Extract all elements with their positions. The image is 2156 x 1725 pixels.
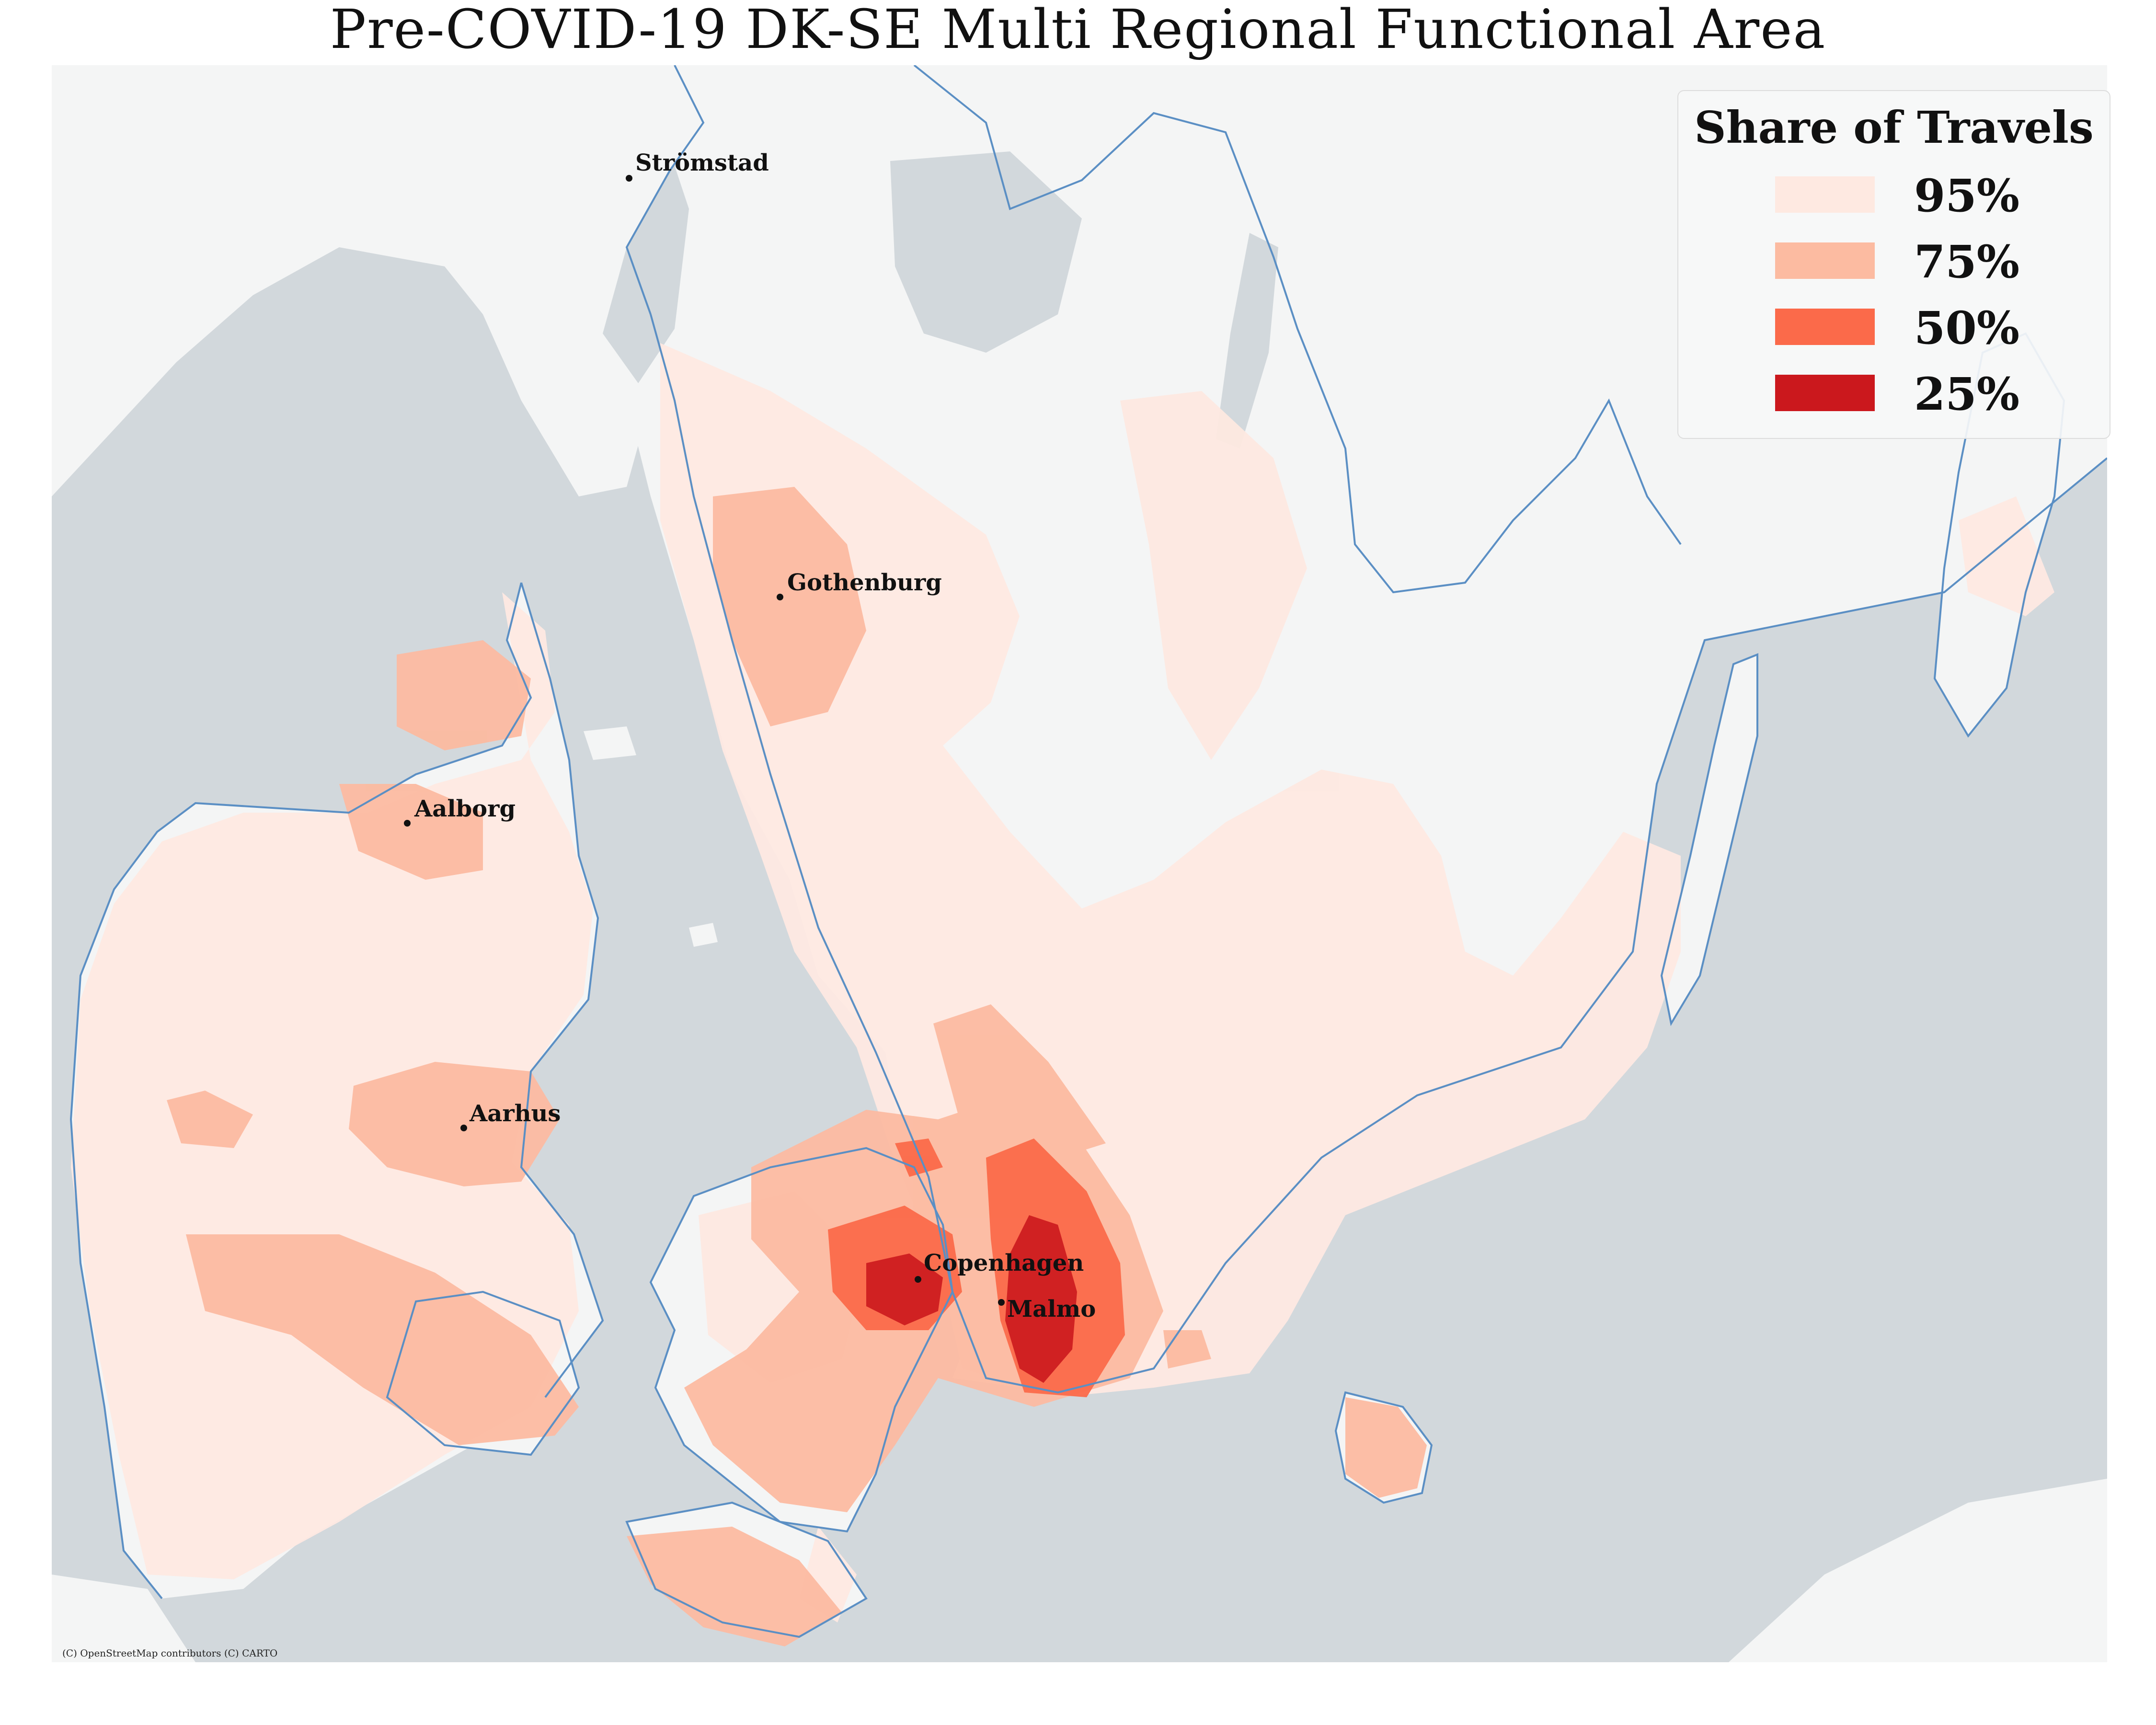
border-bornholm [1334,1391,1433,1504]
border-coast-jutland-east [520,582,604,1398]
city-marker [915,1276,921,1283]
legend: Share of Travels 95% 75% 50% 25% [1677,90,2110,439]
land-oland [1662,655,1757,1024]
lake-vattern [1216,233,1278,448]
legend-item-75: 75% [1775,236,2072,288]
city-aarhus[interactable]: Aarhus [460,1100,561,1131]
map-svg[interactable]: Strömstad Gothenburg Aalborg Aarhus Cope… [52,65,2107,1662]
border-coast-jutland [69,582,532,1599]
city-label-aarhus: Aarhus [469,1100,561,1127]
border-oland [1660,653,1758,1026]
city-aalborg[interactable]: Aalborg [404,795,516,827]
cities-layer: Strömstad Gothenburg Aalborg Aarhus Cope… [404,150,1096,1322]
city-stromstad[interactable]: Strömstad [626,150,769,182]
lakes-layer [890,151,1278,448]
legend-label: 75% [1914,236,2020,288]
legend-item-50: 50% [1775,302,2072,355]
city-label-copenhagen: Copenhagen [924,1250,1084,1276]
lake-vanern [890,151,1082,353]
map-attribution: (C) OpenStreetMap contributors (C) CARTO [62,1647,278,1659]
border-inland [913,65,1682,594]
city-malmo[interactable]: Malmo [998,1296,1096,1322]
city-gothenburg[interactable]: Gothenburg [777,569,942,600]
land-norway [52,65,703,496]
border-coast-sweden [650,314,2107,1394]
land-germany [1729,1479,2107,1662]
city-label-malmo: Malmo [1007,1296,1096,1322]
legend-label: 95% [1914,170,2020,222]
city-marker [626,175,632,182]
city-marker [777,594,783,600]
zone-25 [866,1215,1077,1383]
legend-item-95: 95% [1775,170,2072,222]
legend-swatch [1775,242,1875,279]
city-marker [460,1125,467,1131]
city-label-stromstad: Strömstad [635,150,769,176]
legend-title: Share of Travels [1694,102,2094,153]
legend-item-25: 25% [1775,368,2072,421]
border-no-se [625,65,705,315]
map-title: Pre-COVID-19 DK-SE Multi Regional Functi… [330,0,1826,61]
border-funen [386,1290,580,1456]
land-anholt [689,923,718,947]
legend-label: 25% [1914,368,2020,421]
city-label-gothenburg: Gothenburg [787,569,942,596]
legend-swatch [1775,309,1875,345]
border-zealand [649,1147,954,1533]
borders-layer [69,65,2107,1638]
city-marker [404,820,411,827]
city-marker [998,1299,1005,1306]
city-copenhagen[interactable]: Copenhagen [915,1250,1084,1283]
legend-label: 50% [1914,302,2020,355]
land-germany-west [52,1575,195,1662]
legend-swatch [1775,375,1875,411]
border-lolland [625,1501,868,1638]
city-label-aalborg: Aalborg [414,795,516,822]
legend-swatch [1775,176,1875,213]
land-laeso [584,726,636,760]
